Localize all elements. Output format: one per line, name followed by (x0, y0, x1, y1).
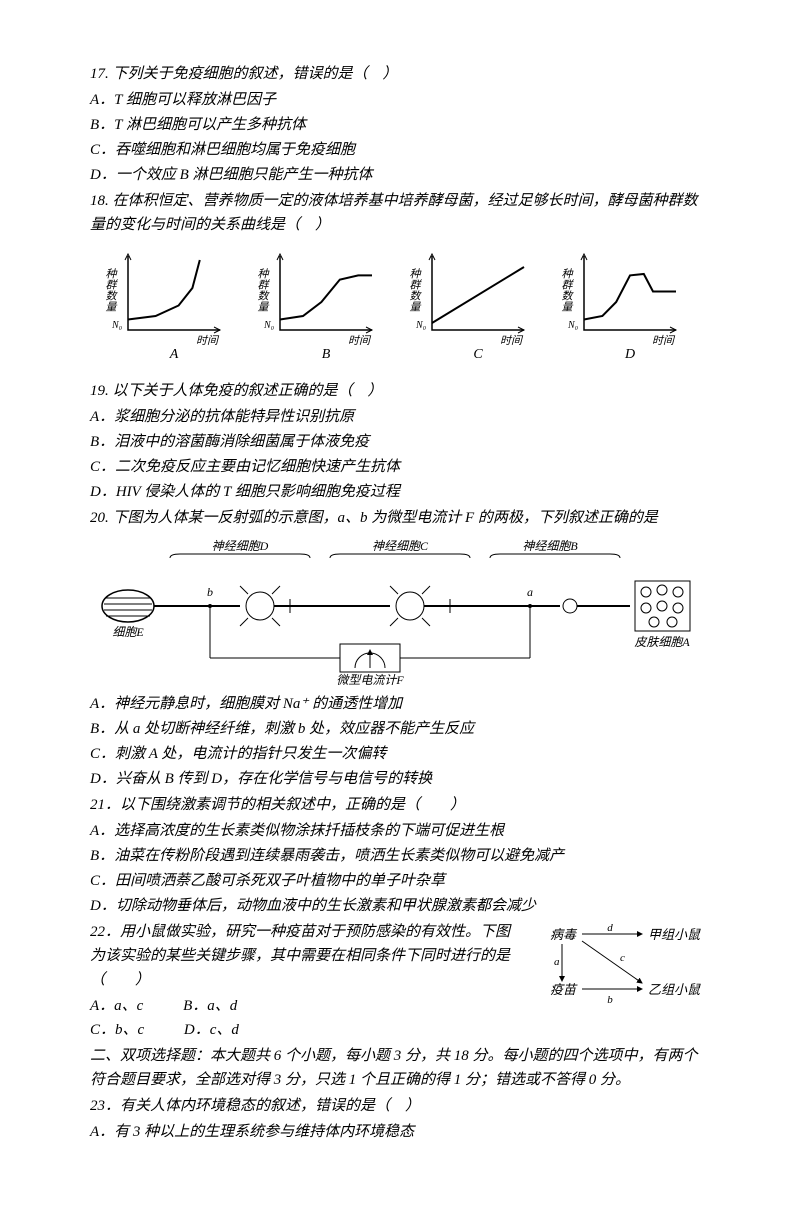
section2-heading: 二、双项选择题：本大题共 6 个小题，每小题 3 分，共 18 分。每小题的四个… (90, 1044, 710, 1092)
label-neuron-b: 神经细胞B (522, 539, 578, 553)
label-group-b: 乙组小鼠 (648, 982, 701, 997)
label-b-edge: b (607, 994, 613, 1006)
neuron-b-icon (563, 599, 577, 613)
q20-opt-d: D．兴奋从 B 传到 D，存在化学信号与电信号的转换 (90, 767, 710, 791)
svg-text:N₀: N₀ (111, 320, 123, 331)
q20-stem: 20. 下图为人体某一反射弧的示意图，a、b 为微型电流计 F 的两极，下列叙述… (90, 506, 710, 530)
svg-text:D: D (624, 347, 635, 362)
q20-opt-c: C．刺激 A 处，电流计的指针只发生一次偏转 (90, 742, 710, 766)
label-neuron-d: 神经细胞D (212, 539, 269, 553)
label-virus: 病毒 (550, 927, 578, 942)
label-d: d (607, 922, 613, 934)
svg-text:时间: 时间 (348, 334, 372, 347)
svg-text:N₀: N₀ (567, 320, 579, 331)
svg-text:时间: 时间 (196, 334, 220, 347)
label-group-a: 甲组小鼠 (648, 927, 701, 942)
cell-e-icon (102, 590, 154, 622)
svg-text:种群数量: 种群数量 (104, 268, 117, 312)
label-c-edge: c (620, 952, 625, 964)
q21-stem: 21．以下围绕激素调节的相关叙述中，正确的是（ ） (90, 793, 710, 817)
q21-opt-b: B．油菜在传粉阶段遇到连续暴雨袭击，喷洒生长素类似物可以避免减产 (90, 844, 710, 868)
q18-stem: 18. 在体积恒定、营养物质一定的液体培养基中培养酵母菌，经过足够长时间，酵母菌… (90, 189, 710, 237)
svg-text:种群数量: 种群数量 (256, 268, 269, 312)
label-skin-a: 皮肤细胞A (634, 635, 690, 649)
skin-cells-icon (635, 581, 690, 631)
svg-text:种群数量: 种群数量 (560, 268, 573, 312)
q22-diagram: 病毒 疫苗 甲组小鼠 乙组小鼠 d a b c (530, 919, 710, 1009)
svg-text:种群数量: 种群数量 (408, 268, 421, 312)
q21-opt-c: C．田间喷洒萘乙酸可杀死双子叶植物中的单子叶杂草 (90, 869, 710, 893)
q23-opt-a: A．有 3 种以上的生理系统参与维持体内环境稳态 (90, 1120, 710, 1144)
q17-opt-c: C．吞噬细胞和淋巴细胞均属于免疫细胞 (90, 138, 710, 162)
q17-opt-d: D．一个效应 B 淋巴细胞只能产生一种抗体 (90, 163, 710, 187)
q22-opt-c: C．b、c (90, 1018, 144, 1042)
q23-stem: 23．有关人体内环境稳态的叙述，错误的是（ ） (90, 1094, 710, 1118)
q17-opt-b: B．T 淋巴细胞可以产生多种抗体 (90, 113, 710, 137)
svg-text:N₀: N₀ (263, 320, 275, 331)
q22-opt-a: A．a、c (90, 994, 143, 1018)
q19-opt-a: A．浆细胞分泌的抗体能特异性识别抗原 (90, 405, 710, 429)
svg-text:B: B (322, 347, 331, 362)
q19-opt-c: C．二次免疫反应主要由记忆细胞快速产生抗体 (90, 455, 710, 479)
q19-opt-b: B．泪液中的溶菌酶消除细菌属于体液免疫 (90, 430, 710, 454)
svg-text:N₀: N₀ (415, 320, 427, 331)
svg-text:时间: 时间 (652, 334, 676, 347)
q21-opt-d: D．切除动物垂体后，动物血液中的生长激素和甲状腺激素都会减少 (90, 894, 710, 918)
label-a-edge: a (554, 956, 560, 968)
q22-opt-d: D．c、d (184, 1018, 239, 1042)
q20-opt-b: B．从 a 处切断神经纤维，刺激 b 处，效应器不能产生反应 (90, 717, 710, 741)
label-neuron-c: 神经细胞C (372, 539, 429, 553)
label-vaccine: 疫苗 (550, 982, 578, 997)
label-meter: 微型电流计F (336, 673, 404, 686)
q19-stem: 19. 以下关于人体免疫的叙述正确的是（ ） (90, 379, 710, 403)
svg-text:时间: 时间 (500, 334, 524, 347)
q17-stem: 17. 下列关于免疫细胞的叙述，错误的是（ ） (90, 62, 710, 86)
label-a: a (527, 585, 533, 599)
q21-opt-a: A．选择高浓度的生长素类似物涂抹扦插枝条的下端可促进生根 (90, 819, 710, 843)
svg-text:C: C (473, 347, 483, 362)
label-cell-e: 细胞E (112, 625, 144, 639)
q18-chart-panels: 种群数量 N₀ 时间 A 种群数量 N₀ 时间 B 种群数量 N₀ 时间 C 种群数量 N₀ 时间 D (90, 243, 710, 373)
q19-opt-d: D．HIV 侵染人体的 T 细胞只影响细胞免疫过程 (90, 480, 710, 504)
svg-text:A: A (169, 347, 179, 362)
q20-opt-a: A．神经元静息时，细胞膜对 Na⁺ 的通透性增加 (90, 692, 710, 716)
q22-opt-b: B．a、d (183, 994, 237, 1018)
q20-reflex-arc-diagram: 神经细胞D 神经细胞C 神经细胞B 细胞E b (90, 536, 710, 686)
label-b: b (207, 585, 213, 599)
galvanometer-icon (340, 644, 400, 672)
q17-opt-a: A．T 细胞可以释放淋巴因子 (90, 88, 710, 112)
